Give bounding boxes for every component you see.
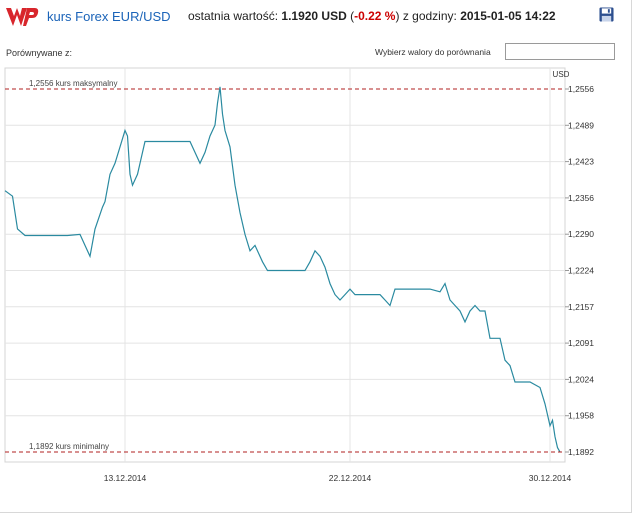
y-tick-label: 1,1892 [568, 447, 594, 457]
x-tick-label: 30.12.2014 [529, 473, 572, 483]
y-tick-label: 1,2290 [568, 229, 594, 239]
wp-logo-icon[interactable] [5, 4, 39, 30]
last-value: 1.1920 USD [281, 9, 347, 23]
y-tick-label: 1,2224 [568, 266, 594, 276]
last-value-label: ostatnia wartość: [188, 9, 279, 23]
series-line [4, 86, 561, 453]
y-unit-label: USD [553, 70, 570, 79]
max-reference-label: 1,2556 kurs maksymalny [29, 79, 117, 88]
page-title[interactable]: kurs Forex EUR/USD [47, 9, 171, 24]
header: kurs Forex EUR/USD ostatnia wartość: 1.1… [0, 0, 632, 34]
last-time: 2015-01-05 14:22 [460, 9, 556, 23]
y-tick-label: 1,2356 [568, 193, 594, 203]
change-open: ( [350, 9, 355, 23]
y-tick-label: 1,2091 [568, 338, 594, 348]
last-value-line: ostatnia wartość: 1.1920 USD (-0.22 %) z… [188, 9, 556, 23]
x-tick-label: 22.12.2014 [329, 473, 372, 483]
x-tick-label: 13.12.2014 [104, 473, 147, 483]
y-tick-label: 1,2423 [568, 157, 594, 167]
change-close: ) [395, 9, 400, 23]
plot-area [4, 67, 566, 463]
y-tick-label: 1,2157 [568, 302, 594, 312]
time-label: z godziny: [402, 9, 457, 23]
y-tick-label: 1,2489 [568, 120, 594, 130]
floppy-disk-icon[interactable] [599, 7, 614, 22]
y-tick-label: 1,2024 [568, 374, 594, 384]
y-tick-label: 1,2556 [568, 84, 594, 94]
pick-compare-label: Wybierz walory do porównania [375, 47, 491, 57]
min-reference-label: 1,1892 kurs minimalny [29, 442, 109, 451]
compare-search-input[interactable] [505, 43, 615, 60]
y-tick-label: 1,1958 [568, 411, 594, 421]
compare-label: Porównywane z: [6, 48, 73, 58]
change-value: -0.22 % [354, 9, 396, 23]
